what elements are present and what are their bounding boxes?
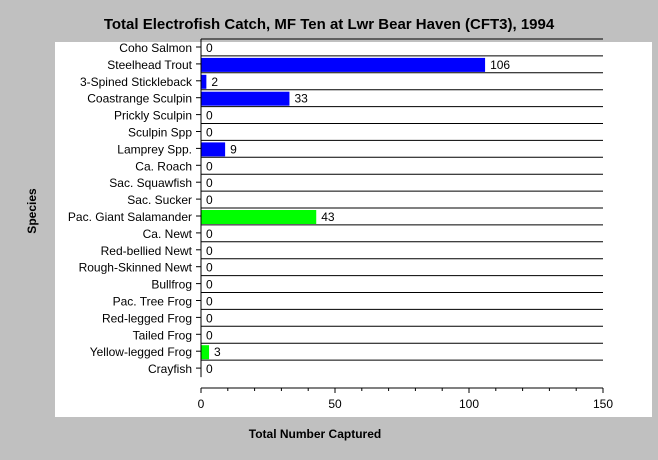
bar [201, 57, 486, 72]
category-labels: Coho Salmon Steelhead Trout 3-Spined Stick… [68, 41, 193, 376]
value-label: 43 [321, 210, 335, 224]
x-tick-label: 50 [328, 397, 342, 411]
value-label: 0 [206, 193, 213, 207]
x-tick-label: 150 [593, 397, 613, 411]
category-label: Sculpin Spp [128, 126, 192, 140]
value-label: 9 [230, 142, 237, 156]
bar [201, 74, 207, 89]
category-label: Steelhead Trout [107, 58, 192, 72]
value-label: 0 [206, 176, 213, 190]
value-label: 0 [206, 227, 213, 241]
category-label: Tailed Frog [133, 328, 192, 342]
category-label: Red-bellied Newt [101, 244, 193, 258]
value-label: 0 [206, 328, 213, 342]
x-tick-label: 0 [198, 397, 205, 411]
category-label: Coastrange Sculpin [87, 92, 192, 106]
value-label: 0 [206, 41, 213, 55]
value-label: 0 [206, 362, 213, 376]
category-label: Red-legged Frog [102, 311, 192, 325]
category-label: Crayfish [148, 362, 192, 376]
category-label: Rough-Skinned Newt [79, 261, 193, 275]
x-axis: 0 50 100 150 [198, 39, 613, 411]
value-label: 0 [206, 109, 213, 123]
bar [201, 345, 210, 360]
value-label: 0 [206, 261, 213, 275]
bar [201, 142, 226, 157]
value-label: 0 [206, 159, 213, 173]
category-label: Yellow-legged Frog [90, 345, 192, 359]
category-label: Pac. Tree Frog [113, 295, 192, 309]
category-label: Ca. Newt [143, 227, 193, 241]
category-label: Prickly Sculpin [114, 109, 192, 123]
bar [201, 91, 290, 106]
category-label: Sac. Squawfish [109, 176, 192, 190]
plot-area [55, 42, 652, 417]
category-label: Ca. Roach [135, 159, 192, 173]
value-label: 106 [490, 58, 510, 72]
value-label: 0 [206, 311, 213, 325]
category-label: Coho Salmon [119, 41, 192, 55]
value-label: 0 [206, 278, 213, 292]
value-label: 2 [211, 75, 218, 89]
value-label: 33 [294, 92, 308, 106]
value-label: 0 [206, 295, 213, 309]
value-label: 3 [214, 345, 221, 359]
value-label: 0 [206, 244, 213, 258]
bar [201, 210, 317, 224]
bars [201, 57, 486, 360]
category-label: 3-Spined Stickleback [80, 75, 193, 89]
x-axis-title: Total Number Captured [249, 427, 381, 441]
category-label: Sac. Sucker [127, 193, 192, 207]
category-label: Lamprey Spp. [117, 142, 192, 156]
chart-title: Total Electrofish Catch, MF Ten at Lwr B… [104, 16, 555, 33]
category-label: Pac. Giant Salamander [68, 210, 192, 224]
x-tick-label: 100 [459, 397, 479, 411]
grid-lines [196, 38, 603, 369]
y-axis-title: Species [25, 188, 39, 234]
value-label: 0 [206, 126, 213, 140]
category-label: Bullfrog [151, 278, 192, 292]
